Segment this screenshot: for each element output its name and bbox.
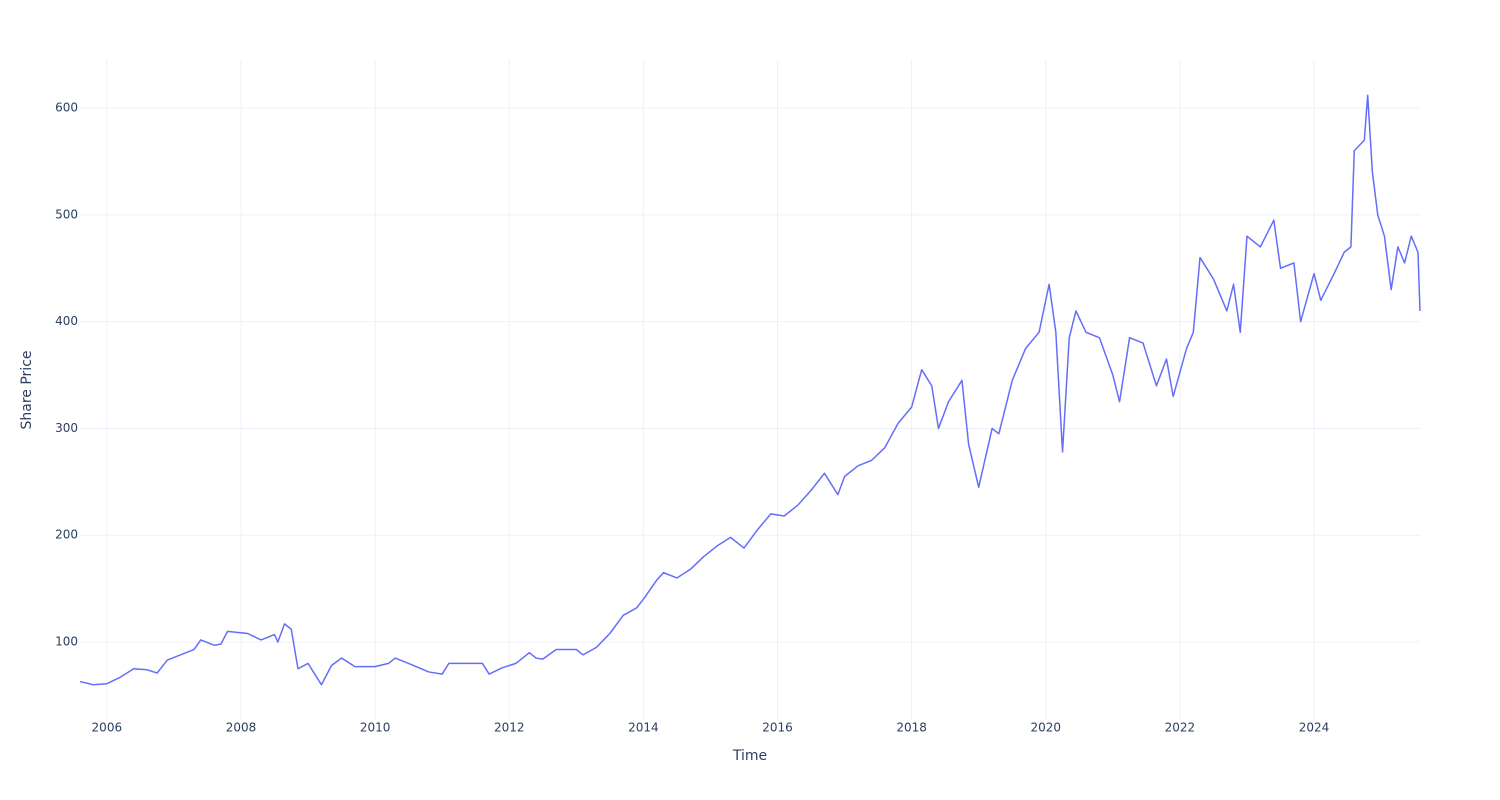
y-axis-title: Share Price: [19, 350, 35, 429]
price-line: [79, 94, 1421, 686]
x-tick-label: 2022: [1165, 721, 1196, 735]
y-tick-label: 600: [55, 101, 78, 115]
x-tick-label: 2010: [360, 721, 391, 735]
y-tick-label: 500: [55, 207, 78, 221]
y-tick-label: 300: [55, 421, 78, 435]
x-tick-label: 2012: [494, 721, 525, 735]
x-tick-label: 2020: [1030, 721, 1061, 735]
x-tick-label: 2014: [628, 721, 659, 735]
x-tick-label: 2016: [762, 721, 793, 735]
y-tick-label: 100: [55, 635, 78, 649]
x-tick-label: 2018: [896, 721, 927, 735]
x-tick-label: 2008: [226, 721, 257, 735]
y-tick-label: 200: [55, 528, 78, 542]
x-axis-title: Time: [732, 748, 767, 764]
x-tick-label: 2006: [92, 721, 123, 735]
y-tick-label: 400: [55, 314, 78, 328]
x-tick-label: 2024: [1299, 721, 1330, 735]
